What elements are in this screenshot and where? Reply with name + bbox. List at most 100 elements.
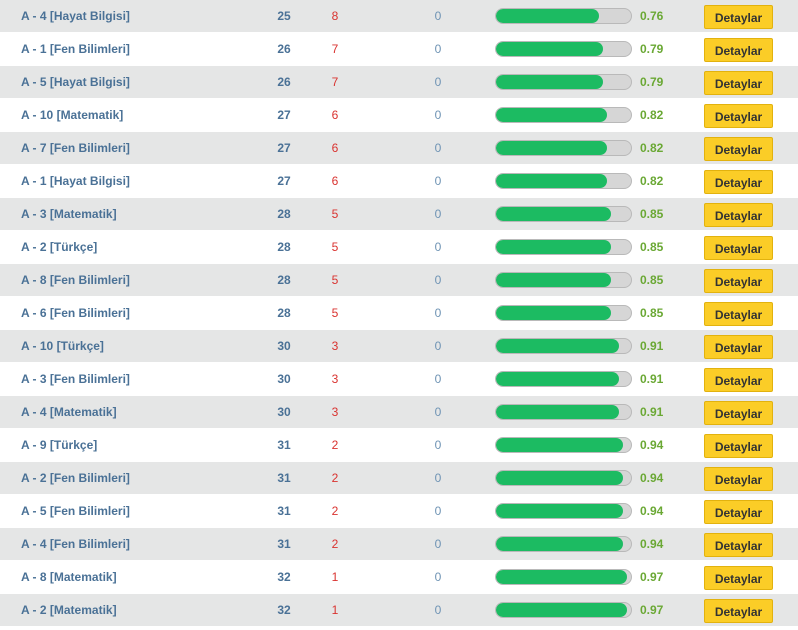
details-button[interactable]: Detaylar — [704, 599, 773, 623]
details-button[interactable]: Detaylar — [704, 401, 773, 425]
exam-name: A - 10 [Matematik] — [21, 108, 124, 122]
table-row: A - 4 [Matematik] 30 3 0 0.91 Detaylar — [0, 396, 798, 429]
wrong-count: 3 — [331, 372, 339, 386]
details-button[interactable]: Detaylar — [704, 335, 773, 359]
details-button[interactable]: Detaylar — [704, 38, 773, 62]
score-value: 0.82 — [640, 174, 664, 188]
score-progress-fill — [496, 306, 611, 320]
correct-count: 30 — [277, 405, 291, 419]
empty-count: 0 — [434, 471, 442, 485]
table-row: A - 10 [Matematik] 27 6 0 0.82 Detaylar — [0, 99, 798, 132]
correct-count: 31 — [277, 471, 291, 485]
exam-name: A - 7 [Fen Bilimleri] — [21, 141, 130, 155]
details-button[interactable]: Detaylar — [704, 533, 773, 557]
correct-count: 25 — [277, 9, 291, 23]
score-value: 0.94 — [640, 438, 664, 452]
empty-count: 0 — [434, 537, 442, 551]
empty-count: 0 — [434, 603, 442, 617]
table-row: A - 9 [Türkçe] 31 2 0 0.94 Detaylar — [0, 429, 798, 462]
wrong-count: 7 — [331, 75, 339, 89]
score-progress-fill — [496, 372, 619, 386]
wrong-count: 5 — [331, 207, 339, 221]
score-progress-fill — [496, 405, 619, 419]
empty-count: 0 — [434, 372, 442, 386]
details-button[interactable]: Detaylar — [704, 203, 773, 227]
details-button[interactable]: Detaylar — [704, 5, 773, 29]
correct-count: 26 — [277, 75, 291, 89]
details-button[interactable]: Detaylar — [704, 302, 773, 326]
score-value: 0.94 — [640, 471, 664, 485]
details-button[interactable]: Detaylar — [704, 368, 773, 392]
details-button[interactable]: Detaylar — [704, 269, 773, 293]
correct-count: 27 — [277, 108, 291, 122]
empty-count: 0 — [434, 504, 442, 518]
exam-name: A - 1 [Fen Bilimleri] — [21, 42, 130, 56]
score-progress-fill — [496, 75, 603, 89]
wrong-count: 5 — [331, 240, 339, 254]
empty-count: 0 — [434, 9, 442, 23]
table-row: A - 4 [Fen Bilimleri] 31 2 0 0.94 Detayl… — [0, 528, 798, 561]
table-row: A - 2 [Türkçe] 28 5 0 0.85 Detaylar — [0, 231, 798, 264]
empty-count: 0 — [434, 339, 442, 353]
exam-name: A - 5 [Hayat Bilgisi] — [21, 75, 130, 89]
score-value: 0.91 — [640, 372, 664, 386]
score-value: 0.85 — [640, 273, 664, 287]
empty-count: 0 — [434, 42, 442, 56]
score-progress-fill — [496, 570, 627, 584]
wrong-count: 5 — [331, 306, 339, 320]
empty-count: 0 — [434, 570, 442, 584]
details-button[interactable]: Detaylar — [704, 434, 773, 458]
correct-count: 31 — [277, 537, 291, 551]
score-progress-bar — [495, 602, 632, 618]
correct-count: 31 — [277, 438, 291, 452]
exam-name: A - 1 [Hayat Bilgisi] — [21, 174, 130, 188]
score-value: 0.79 — [640, 75, 664, 89]
empty-count: 0 — [434, 273, 442, 287]
correct-count: 30 — [277, 372, 291, 386]
details-button[interactable]: Detaylar — [704, 137, 773, 161]
score-progress-fill — [496, 504, 623, 518]
table-row: A - 10 [Türkçe] 30 3 0 0.91 Detaylar — [0, 330, 798, 363]
score-progress-bar — [495, 140, 632, 156]
wrong-count: 6 — [331, 174, 339, 188]
table-row: A - 3 [Matematik] 28 5 0 0.85 Detaylar — [0, 198, 798, 231]
score-progress-bar — [495, 107, 632, 123]
score-progress-bar — [495, 569, 632, 585]
empty-count: 0 — [434, 141, 442, 155]
empty-count: 0 — [434, 438, 442, 452]
table-row: A - 7 [Fen Bilimleri] 27 6 0 0.82 Detayl… — [0, 132, 798, 165]
wrong-count: 7 — [331, 42, 339, 56]
score-progress-fill — [496, 42, 603, 56]
exam-name: A - 2 [Matematik] — [21, 603, 117, 617]
table-row: A - 5 [Hayat Bilgisi] 26 7 0 0.79 Detayl… — [0, 66, 798, 99]
wrong-count: 3 — [331, 339, 339, 353]
exam-name: A - 4 [Fen Bilimleri] — [21, 537, 130, 551]
details-button[interactable]: Detaylar — [704, 467, 773, 491]
exam-name: A - 2 [Fen Bilimleri] — [21, 471, 130, 485]
empty-count: 0 — [434, 207, 442, 221]
wrong-count: 6 — [331, 108, 339, 122]
score-value: 0.79 — [640, 42, 664, 56]
table-row: A - 6 [Fen Bilimleri] 28 5 0 0.85 Detayl… — [0, 297, 798, 330]
wrong-count: 2 — [331, 471, 339, 485]
score-progress-bar — [495, 437, 632, 453]
details-button[interactable]: Detaylar — [704, 236, 773, 260]
wrong-count: 1 — [331, 570, 339, 584]
empty-count: 0 — [434, 75, 442, 89]
score-progress-fill — [496, 174, 607, 188]
exam-name: A - 6 [Fen Bilimleri] — [21, 306, 130, 320]
score-progress-bar — [495, 536, 632, 552]
empty-count: 0 — [434, 174, 442, 188]
details-button[interactable]: Detaylar — [704, 71, 773, 95]
score-progress-bar — [495, 206, 632, 222]
table-row: A - 2 [Matematik] 32 1 0 0.97 Detaylar — [0, 594, 798, 627]
details-button[interactable]: Detaylar — [704, 170, 773, 194]
table-row: A - 8 [Matematik] 32 1 0 0.97 Detaylar — [0, 561, 798, 594]
table-row: A - 3 [Fen Bilimleri] 30 3 0 0.91 Detayl… — [0, 363, 798, 396]
correct-count: 28 — [277, 240, 291, 254]
details-button[interactable]: Detaylar — [704, 104, 773, 128]
details-button[interactable]: Detaylar — [704, 566, 773, 590]
details-button[interactable]: Detaylar — [704, 500, 773, 524]
exam-name: A - 4 [Hayat Bilgisi] — [21, 9, 130, 23]
score-progress-bar — [495, 503, 632, 519]
